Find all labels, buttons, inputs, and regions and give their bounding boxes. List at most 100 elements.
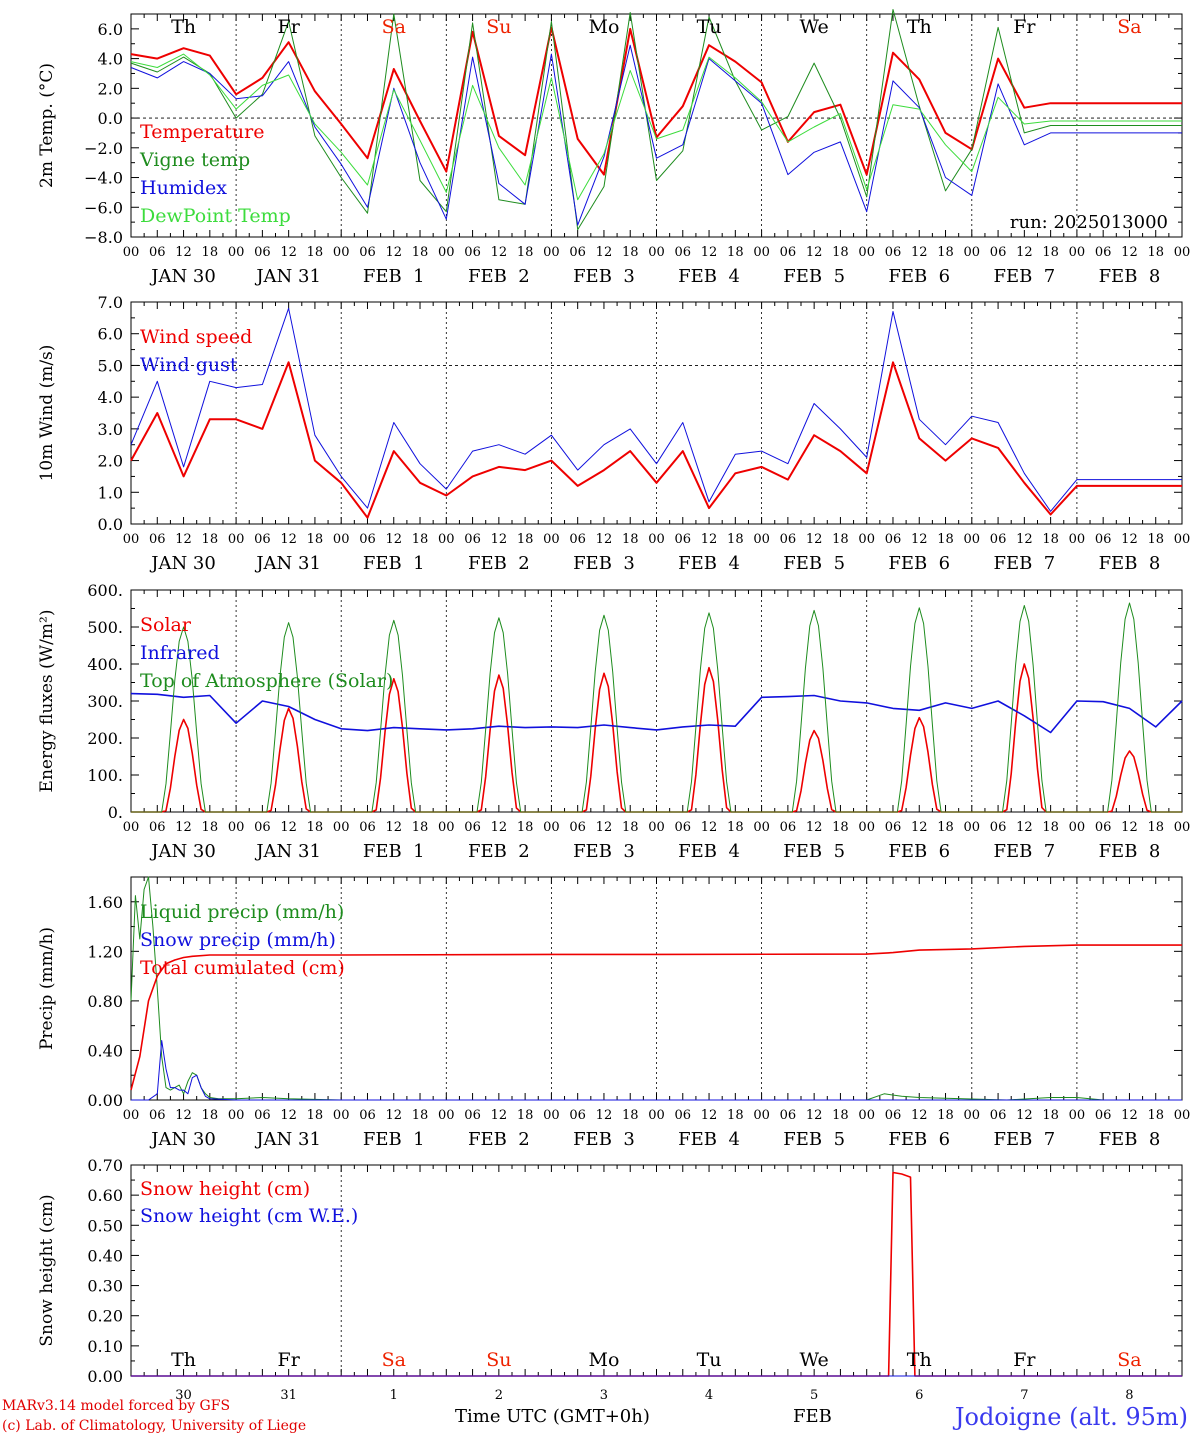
y-tick-label: 0.00: [87, 1091, 123, 1110]
y-tick-label: 5.0: [98, 356, 123, 375]
hour-tick-label: 06: [464, 245, 481, 260]
y-tick-label: 0.0: [98, 109, 123, 128]
hour-tick-label: 12: [806, 1108, 823, 1123]
hour-tick-label: 12: [596, 820, 613, 835]
hour-tick-label: 12: [491, 532, 508, 547]
weekday-label: Su: [486, 1349, 511, 1371]
hour-tick-label: 18: [202, 820, 219, 835]
model-credit-label: MARv3.14 model forced by GFS: [2, 1398, 231, 1414]
hour-tick-label: 06: [1095, 1108, 1112, 1123]
station-label: Jodoigne (alt. 95m): [954, 1403, 1188, 1431]
hour-tick-label: 06: [780, 1108, 797, 1123]
hour-tick-label: 00: [648, 532, 665, 547]
date-label: FEB 4: [678, 553, 740, 574]
hour-tick-label: 18: [622, 245, 639, 260]
hour-tick-label: 18: [832, 820, 849, 835]
y-tick-label: 0.50: [87, 1216, 123, 1235]
hour-tick-label: 18: [1042, 1108, 1059, 1123]
hour-tick-label: 12: [1016, 1108, 1033, 1123]
date-label: FEB 8: [1099, 841, 1161, 862]
hour-tick-label: 00: [543, 532, 560, 547]
hour-tick-label: 18: [937, 820, 954, 835]
hour-tick-label: 06: [254, 1108, 271, 1123]
hour-tick-label: 18: [832, 245, 849, 260]
date-label: JAN 31: [254, 266, 321, 287]
hour-tick-label: 06: [254, 245, 271, 260]
run-annotation: run: 2025013000: [1010, 212, 1168, 233]
hour-tick-label: 18: [517, 245, 534, 260]
hour-tick-label: 12: [175, 820, 192, 835]
hour-tick-label: 06: [990, 532, 1007, 547]
weekday-label: Th: [907, 16, 932, 38]
y-tick-label: 0.10: [87, 1337, 123, 1356]
hour-tick-label: 18: [622, 820, 639, 835]
hour-tick-label: 12: [280, 1108, 297, 1123]
date-label: FEB 2: [468, 1129, 530, 1150]
y-tick-label: 7.0: [98, 293, 123, 312]
date-label: FEB 8: [1099, 266, 1161, 287]
y-tick-label: 6.0: [98, 325, 123, 344]
hour-tick-label: 18: [937, 532, 954, 547]
hour-tick-label: 12: [491, 245, 508, 260]
day-number-label: 2: [495, 1388, 503, 1403]
hour-tick-label: 06: [149, 820, 166, 835]
hour-tick-label: 12: [806, 245, 823, 260]
y-tick-label: 4.0: [98, 388, 123, 407]
y-tick-label: −6.0: [84, 198, 123, 217]
legend-entry: Wind gust: [140, 354, 238, 376]
y-tick-label: 6.0: [98, 20, 123, 39]
hour-tick-label: 00: [964, 245, 981, 260]
hour-tick-label: 12: [596, 245, 613, 260]
weekday-label: Fr: [1013, 16, 1036, 38]
hour-tick-label: 00: [964, 532, 981, 547]
hour-tick-label: 18: [1147, 820, 1164, 835]
hour-tick-label: 18: [937, 245, 954, 260]
weekday-label: Sa: [382, 16, 406, 38]
legend-entry: Solar: [140, 614, 192, 636]
weekday-label: Mo: [588, 16, 619, 38]
date-label: JAN 31: [254, 553, 321, 574]
y-axis-title: Precip (mm/h): [37, 927, 57, 1050]
hour-tick-label: 18: [307, 820, 324, 835]
weekday-label: Fr: [278, 1349, 301, 1371]
weekday-label: Fr: [278, 16, 301, 38]
weekday-label: Sa: [1117, 16, 1141, 38]
date-label: FEB 6: [888, 266, 950, 287]
hour-tick-label: 00: [858, 820, 875, 835]
hour-tick-label: 06: [780, 532, 797, 547]
series-line: [131, 602, 1182, 813]
hour-tick-label: 12: [701, 820, 718, 835]
hour-tick-label: 00: [123, 532, 140, 547]
hour-tick-label: 00: [228, 532, 245, 547]
hour-tick-label: 06: [569, 532, 586, 547]
hour-tick-label: 12: [596, 532, 613, 547]
hour-tick-label: 18: [517, 820, 534, 835]
hour-tick-label: 18: [1042, 245, 1059, 260]
hour-tick-label: 00: [753, 245, 770, 260]
date-label: JAN 30: [149, 1129, 216, 1150]
series-line: [130, 53, 1182, 201]
hour-tick-label: 00: [1174, 532, 1191, 547]
date-label: JAN 31: [254, 841, 321, 862]
hour-tick-label: 00: [438, 245, 455, 260]
month-label: FEB: [793, 1406, 832, 1427]
date-label: FEB 6: [888, 1129, 950, 1150]
y-tick-label: 3.0: [98, 420, 123, 439]
legend-entry: Humidex: [140, 177, 227, 199]
hour-tick-label: 00: [753, 820, 770, 835]
hour-tick-label: 00: [333, 245, 350, 260]
day-number-label: 5: [810, 1388, 818, 1403]
hour-tick-label: 18: [727, 532, 744, 547]
date-label: FEB 8: [1099, 553, 1161, 574]
hour-tick-label: 06: [149, 1108, 166, 1123]
date-label: FEB 3: [573, 1129, 635, 1150]
legend-entry: Snow precip (mm/h): [140, 929, 336, 951]
hour-tick-label: 00: [753, 532, 770, 547]
weekday-label: Th: [907, 1349, 932, 1371]
hour-tick-label: 06: [1095, 245, 1112, 260]
date-label: FEB 4: [678, 1129, 740, 1150]
hour-tick-label: 12: [911, 532, 928, 547]
hour-tick-label: 18: [727, 1108, 744, 1123]
date-label: JAN 30: [149, 266, 216, 287]
hour-tick-label: 00: [333, 820, 350, 835]
